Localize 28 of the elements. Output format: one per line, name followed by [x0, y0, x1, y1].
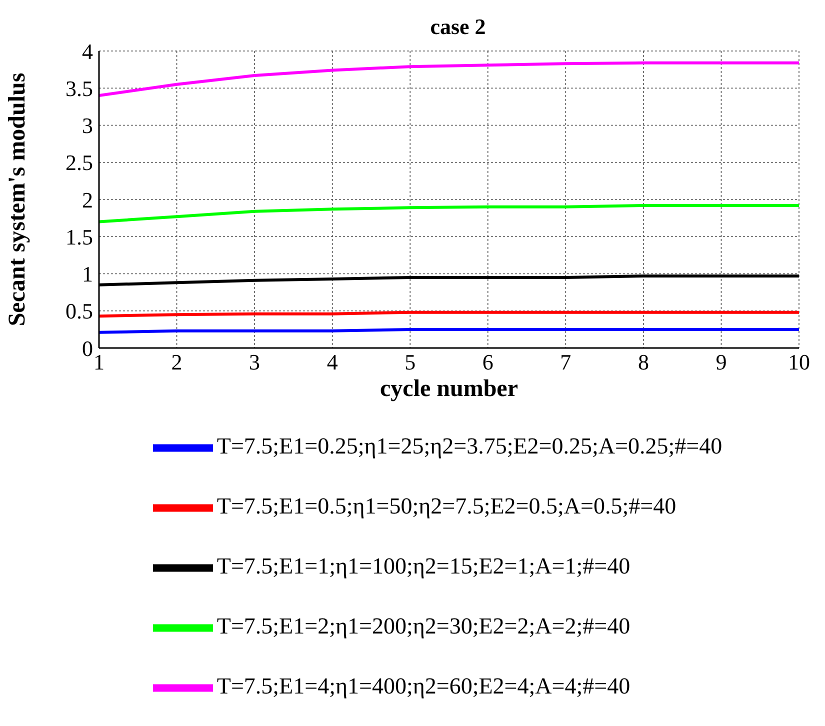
x-tick-label: 7: [560, 350, 572, 375]
x-tick-label: 6: [482, 350, 494, 375]
x-tick-label: 5: [404, 350, 416, 375]
y-tick-label: 3.5: [66, 76, 93, 101]
legend-label: T=7.5;E1=1;η1=100;η2=15;E2=1;A=1;#=40: [216, 553, 630, 578]
x-tick-label: 4: [326, 350, 338, 375]
line-series: [99, 61, 799, 98]
legend-label: T=7.5;E1=0.25;η1=25;η2=3.75;E2=0.25;A=0.25;#=40: [216, 433, 722, 458]
line-series: [99, 204, 799, 224]
x-tick-label: 3: [249, 350, 260, 375]
legend-label: T=7.5;E1=2;η1=200;η2=30;E2=2;A=2;#=40: [216, 613, 630, 638]
x-axis-title: cycle number: [380, 376, 518, 402]
y-tick-label: 0: [82, 336, 93, 361]
y-tick-label: 3: [82, 113, 93, 138]
chart-title: case 2: [429, 14, 487, 40]
x-tick-label: 10: [788, 350, 810, 375]
y-axis-title: Secant system's modulus: [4, 72, 31, 326]
y-tick-label: 2: [82, 187, 93, 212]
y-tick-label: 0.5: [66, 298, 93, 324]
legend-label: T=7.5;E1=0.5;η1=50;η2=7.5;E2=0.5;A=0.5;#=40: [216, 493, 676, 518]
x-tick-label: 2: [171, 350, 182, 375]
x-tick-label: 8: [638, 350, 649, 375]
y-tick-label: 1: [82, 262, 93, 287]
x-tick-label: 9: [716, 350, 727, 375]
y-tick-label: 2.5: [66, 150, 93, 176]
legend-label: T=7.5;E1=4;η1=400;η2=60;E2=4;A=4;#=40: [216, 673, 630, 698]
y-tick-label: 4: [82, 38, 93, 64]
y-tick-label: 1.5: [66, 224, 93, 250]
